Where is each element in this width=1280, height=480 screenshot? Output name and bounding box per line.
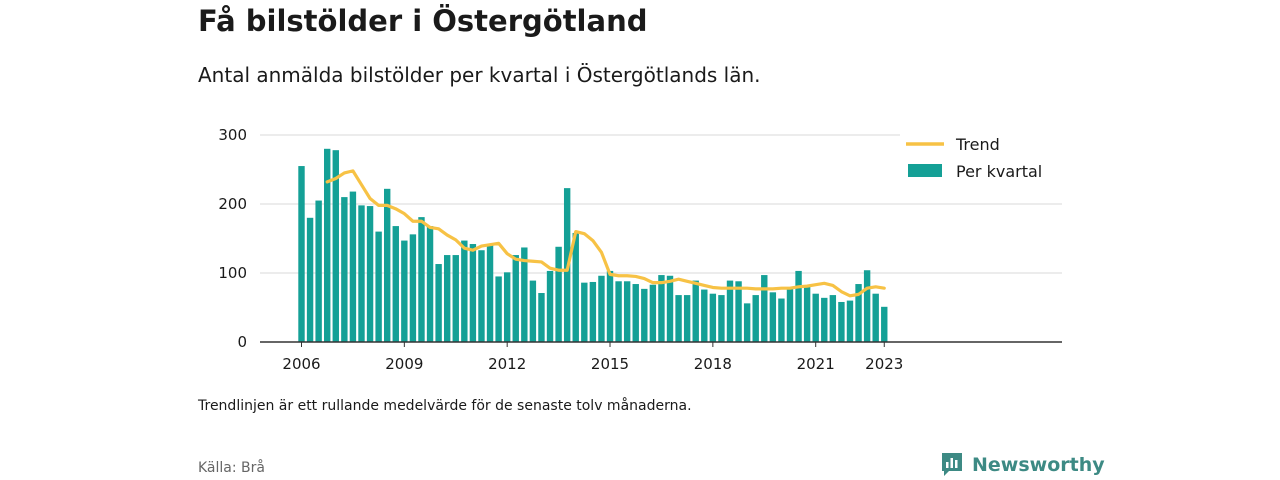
bar-2016-Q4 bbox=[666, 275, 674, 342]
legend: Trend Per kvartal bbox=[900, 131, 1062, 183]
bar-2022-Q1 bbox=[846, 300, 854, 342]
x-tick-label: 2006 bbox=[282, 355, 320, 373]
bar-2019-Q2 bbox=[752, 295, 759, 342]
bar-2009-Q1 bbox=[401, 240, 408, 342]
source-credit: Källa: Brå bbox=[198, 460, 265, 476]
bar-2012-Q3 bbox=[521, 247, 528, 342]
bar-2020-Q1 bbox=[778, 298, 785, 342]
bar-2018-Q4 bbox=[735, 281, 742, 342]
bar-2008-Q2 bbox=[375, 231, 382, 342]
bar-2015-Q3 bbox=[623, 281, 631, 342]
bar-2010-Q2 bbox=[443, 255, 451, 342]
bar-2006-Q3 bbox=[315, 200, 322, 342]
bar-2012-Q1 bbox=[503, 272, 511, 342]
bar-2013-Q1 bbox=[538, 293, 545, 342]
bars bbox=[298, 148, 888, 342]
bar-2020-Q2 bbox=[786, 288, 794, 342]
trend-line bbox=[325, 169, 886, 298]
newsworthy-logo-icon bbox=[942, 453, 962, 476]
bar-2017-Q2 bbox=[683, 295, 691, 342]
x-tick-label: 2023 bbox=[865, 355, 903, 373]
bar-2021-Q4 bbox=[838, 301, 845, 342]
bar-2011-Q2 bbox=[478, 250, 485, 342]
bar-2021-Q1 bbox=[812, 293, 819, 342]
bar-2007-Q4 bbox=[358, 205, 365, 342]
bar-2018-Q1 bbox=[709, 293, 717, 342]
bar-2014-Q3 bbox=[589, 281, 597, 342]
bar-2013-Q3 bbox=[555, 246, 562, 342]
bar-2015-Q1 bbox=[606, 270, 614, 342]
bar-2013-Q2 bbox=[546, 270, 554, 342]
bar-2012-Q4 bbox=[529, 280, 537, 342]
bar-2021-Q3 bbox=[829, 295, 837, 342]
bar-2023-Q1 bbox=[881, 306, 888, 342]
bar-2014-Q2 bbox=[581, 282, 588, 342]
brand-name: Newsworthy bbox=[972, 453, 1105, 476]
bar-2022-Q3 bbox=[863, 270, 871, 342]
bar-2010-Q4 bbox=[461, 240, 468, 342]
bar-2019-Q1 bbox=[743, 303, 751, 342]
bar-2008-Q1 bbox=[366, 206, 374, 342]
bar-2011-Q4 bbox=[495, 276, 502, 342]
bar-2008-Q3 bbox=[384, 188, 391, 342]
bar-2015-Q2 bbox=[615, 281, 622, 342]
x-tick-label: 2018 bbox=[694, 355, 732, 373]
x-tick-label: 2015 bbox=[591, 355, 629, 373]
bar-2014-Q1 bbox=[572, 232, 579, 342]
bar-2020-Q4 bbox=[803, 286, 811, 342]
y-tick-label: 300 bbox=[218, 126, 247, 144]
bar-2014-Q4 bbox=[598, 275, 605, 342]
bar-2006-Q2 bbox=[306, 217, 314, 342]
bar-2016-Q3 bbox=[658, 275, 665, 342]
bar-2011-Q3 bbox=[486, 245, 494, 342]
bar-2022-Q4 bbox=[872, 293, 879, 342]
legend-label-trend: Trend bbox=[955, 135, 1000, 154]
bar-2009-Q3 bbox=[418, 217, 425, 342]
bar-2008-Q4 bbox=[392, 226, 399, 342]
bar-2009-Q4 bbox=[426, 226, 434, 342]
x-tick-label: 2012 bbox=[488, 355, 526, 373]
bar-2018-Q2 bbox=[718, 295, 725, 342]
bar-2007-Q3 bbox=[349, 191, 357, 342]
bar-2019-Q4 bbox=[769, 292, 777, 342]
bar-2016-Q1 bbox=[641, 288, 648, 342]
bar-2020-Q3 bbox=[795, 270, 802, 342]
bar-2006-Q1 bbox=[298, 166, 305, 342]
y-axis-ticks: 0 100 200 300 bbox=[218, 126, 247, 351]
footnote: Trendlinjen är ett rullande medelvärde f… bbox=[198, 398, 692, 414]
x-tick-label: 2021 bbox=[797, 355, 835, 373]
x-tick-label: 2009 bbox=[385, 355, 423, 373]
bar-2017-Q4 bbox=[701, 289, 708, 342]
y-tick-label: 100 bbox=[218, 264, 247, 282]
bar-2022-Q2 bbox=[855, 284, 862, 342]
bar-2010-Q1 bbox=[435, 264, 442, 342]
bar-2017-Q1 bbox=[675, 295, 682, 342]
bar-2012-Q2 bbox=[512, 255, 519, 342]
bar-2021-Q2 bbox=[821, 297, 828, 342]
brand-logo[interactable]: Newsworthy bbox=[940, 451, 1105, 478]
bar-2007-Q1 bbox=[332, 150, 339, 342]
bar-2009-Q2 bbox=[409, 234, 417, 342]
bar-2018-Q3 bbox=[726, 280, 734, 342]
chart-title: Få bilstölder i Östergötland bbox=[198, 4, 648, 38]
x-axis-ticks: 2006 2009 2012 2015 2018 2021 2023 bbox=[282, 342, 903, 373]
bar-2015-Q4 bbox=[632, 284, 639, 342]
bar-2006-Q4 bbox=[324, 148, 331, 342]
legend-bar-swatch bbox=[908, 164, 942, 177]
chart-subtitle: Antal anmälda bilstölder per kvartal i Ö… bbox=[198, 63, 761, 87]
bar-2007-Q2 bbox=[341, 197, 348, 342]
bar-2010-Q3 bbox=[452, 255, 459, 342]
y-tick-label: 0 bbox=[237, 333, 247, 351]
legend-label-per-kvartal: Per kvartal bbox=[956, 162, 1042, 181]
trend-line-group bbox=[325, 169, 886, 298]
bar-2011-Q1 bbox=[469, 244, 477, 342]
bar-2016-Q2 bbox=[649, 284, 657, 342]
y-tick-label: 200 bbox=[218, 195, 247, 213]
bar-2017-Q3 bbox=[692, 280, 699, 342]
bar-2019-Q3 bbox=[761, 275, 768, 342]
